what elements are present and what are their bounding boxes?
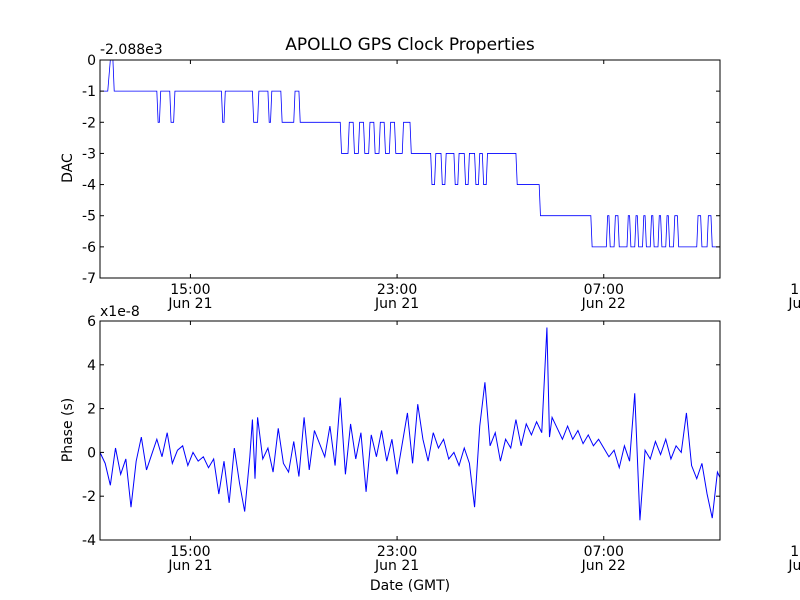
phase-x-axis-label: Date (GMT) bbox=[370, 578, 450, 594]
dac-x-tick-time-label: 15:00 bbox=[790, 282, 800, 298]
phase-x-tick-time-label: 15:00 bbox=[170, 544, 210, 560]
chart-title: APOLLO GPS Clock Properties bbox=[285, 35, 535, 55]
dac-y-tick-label: -6 bbox=[82, 240, 96, 256]
phase-y-tick-label: 2 bbox=[87, 402, 96, 418]
phase-x-tick-date-label: Jun 22 bbox=[787, 558, 800, 574]
phase-y-tick-label: -2 bbox=[82, 489, 96, 505]
dac-y-axis-label: DAC bbox=[60, 153, 76, 183]
dac-y-tick-label: -5 bbox=[82, 209, 96, 225]
dac-x-tick-date-label: Jun 22 bbox=[581, 296, 626, 312]
phase-x-tick-date-label: Jun 22 bbox=[581, 558, 626, 574]
phase-y-tick-label: -4 bbox=[82, 533, 96, 549]
dac-x-tick-time-label: 23:00 bbox=[377, 282, 417, 298]
dac-x-tick-date-label: Jun 22 bbox=[787, 296, 800, 312]
dac-y-tick-label: -3 bbox=[82, 146, 96, 162]
phase-x-tick-time-label: 23:00 bbox=[377, 544, 417, 560]
phase-x-tick-date-label: Jun 21 bbox=[374, 558, 419, 574]
phase-series-line bbox=[100, 327, 720, 521]
dac-y-tick-label: -2 bbox=[82, 115, 96, 131]
phase-x-tick-time-label: 07:00 bbox=[584, 544, 624, 560]
phase-y-tick-label: 0 bbox=[87, 445, 96, 461]
phase-y-tick-label: 6 bbox=[87, 314, 96, 330]
dac-axes-frame bbox=[99, 59, 721, 279]
phase-x-tick-date-label: Jun 21 bbox=[167, 558, 212, 574]
dac-y-tick-label: -1 bbox=[82, 84, 96, 100]
phase-axes-frame bbox=[99, 320, 721, 541]
dac-offset-label: -2.088e3 bbox=[100, 42, 163, 58]
phase-y-tick-label: 4 bbox=[87, 358, 96, 374]
dac-x-tick-date-label: Jun 21 bbox=[374, 296, 419, 312]
dac-x-tick-date-label: Jun 21 bbox=[167, 296, 212, 312]
dac-y-tick-label: -4 bbox=[82, 178, 96, 194]
phase-offset-label: x1e-8 bbox=[100, 304, 140, 320]
phase-x-tick-time-label: 15:00 bbox=[790, 544, 800, 560]
dac-series-line bbox=[100, 60, 720, 248]
dac-x-tick-time-label: 15:00 bbox=[170, 282, 210, 298]
dac-y-tick-label: -7 bbox=[82, 271, 96, 287]
dac-x-tick-time-label: 07:00 bbox=[584, 282, 624, 298]
dac-y-tick-label: 0 bbox=[87, 53, 96, 69]
phase-y-axis-label: Phase (s) bbox=[60, 398, 76, 462]
